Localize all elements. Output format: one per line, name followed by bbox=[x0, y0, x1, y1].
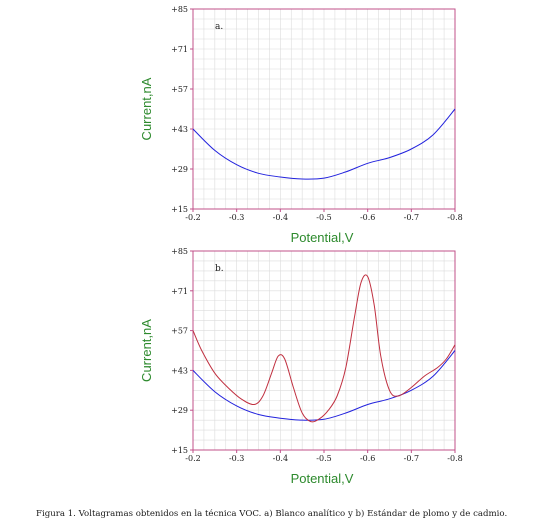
x-tick-label: -0.2 bbox=[185, 454, 200, 463]
x-tick-label: -0.7 bbox=[404, 454, 419, 463]
x-axis-title: Potential,V bbox=[291, 230, 354, 245]
x-tick-label: -0.4 bbox=[273, 213, 288, 222]
y-tick-label: +57 bbox=[171, 85, 188, 94]
y-tick-label: +29 bbox=[171, 406, 188, 415]
panel-label: b. bbox=[215, 264, 224, 274]
y-axis-title: Current,nA bbox=[139, 77, 154, 140]
x-axis-title: Potential,V bbox=[291, 471, 354, 486]
y-tick-label: +43 bbox=[171, 125, 188, 134]
y-tick-label: +15 bbox=[171, 205, 188, 214]
x-tick-label: -0.4 bbox=[273, 454, 288, 463]
y-axis-title: Current,nA bbox=[139, 319, 154, 382]
x-tick-label: -0.7 bbox=[404, 213, 419, 222]
x-tick-label: -0.3 bbox=[229, 213, 244, 222]
x-tick-label: -0.6 bbox=[360, 213, 375, 222]
y-tick-label: +15 bbox=[171, 446, 188, 455]
x-tick-label: -0.8 bbox=[447, 454, 462, 463]
x-tick-label: -0.3 bbox=[229, 454, 244, 463]
y-tick-label: +71 bbox=[171, 45, 188, 54]
y-tick-label: +85 bbox=[171, 247, 188, 256]
figure-caption: Figura 1. Voltagramas obtenidos en la té… bbox=[36, 509, 508, 519]
panel-b-voltammogram: -0.2 -0.3 -0.4 -0.5 -0.6 -0.7 -0.8 +15 +29 +43 +57… bbox=[139, 247, 463, 486]
y-tick-label: +57 bbox=[171, 327, 188, 336]
x-tick-label: -0.5 bbox=[316, 454, 331, 463]
panel-a-voltammogram: -0.2 -0.3 -0.4 -0.5 -0.6 -0.7 -0.8 +15 +29 +43 +57… bbox=[139, 5, 463, 245]
panel-label: a. bbox=[215, 22, 223, 32]
y-tick-label: +29 bbox=[171, 165, 188, 174]
x-tick-label: -0.2 bbox=[185, 213, 200, 222]
y-tick-label: +85 bbox=[171, 5, 188, 14]
x-tick-label: -0.8 bbox=[447, 213, 462, 222]
x-tick-label: -0.6 bbox=[360, 454, 375, 463]
series-line-1 bbox=[192, 274, 456, 423]
y-tick-label: +71 bbox=[171, 287, 188, 296]
x-tick-label: -0.5 bbox=[316, 213, 331, 222]
series-line-0 bbox=[192, 350, 456, 421]
series-line-0 bbox=[192, 108, 456, 180]
y-tick-label: +43 bbox=[171, 366, 188, 375]
